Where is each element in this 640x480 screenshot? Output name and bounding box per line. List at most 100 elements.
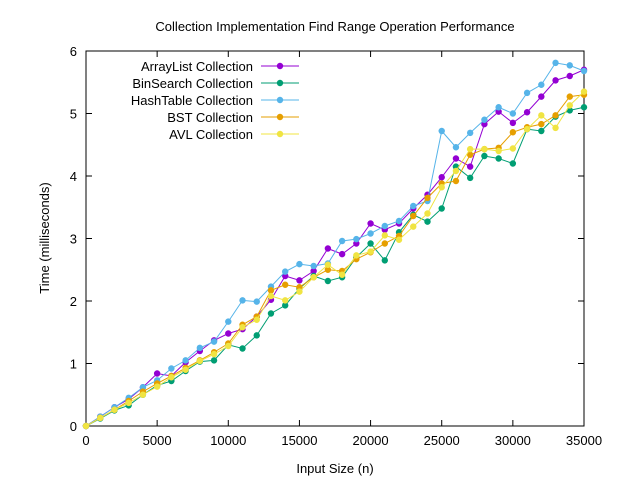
- data-point: [538, 127, 545, 135]
- data-point: [310, 262, 317, 270]
- data-point: [509, 129, 517, 136]
- series-group: [82, 59, 588, 430]
- data-point: [239, 345, 246, 352]
- data-point: [438, 205, 445, 212]
- data-point: [481, 145, 488, 153]
- data-point: [466, 129, 474, 137]
- data-point: [97, 414, 104, 422]
- chart-title: Collection Implementation Find Range Ope…: [155, 19, 514, 34]
- data-point: [438, 184, 445, 191]
- data-point: [225, 318, 232, 325]
- x-axis-label: Input Size (n): [296, 461, 373, 476]
- data-point: [509, 145, 517, 152]
- data-point: [196, 344, 204, 352]
- data-point: [424, 218, 431, 225]
- data-point: [538, 120, 545, 128]
- x-tick-label: 35000: [566, 433, 602, 448]
- data-point: [324, 245, 332, 252]
- x-tick-label: 20000: [352, 433, 388, 448]
- legend-swatch-marker: [276, 130, 284, 138]
- data-point: [566, 102, 573, 109]
- x-tick-label: 0: [82, 433, 89, 448]
- data-point: [424, 194, 431, 202]
- data-point: [225, 330, 232, 337]
- data-point: [381, 257, 388, 264]
- data-point: [523, 109, 531, 116]
- x-tick-label: 5000: [143, 433, 172, 448]
- data-point: [296, 284, 303, 291]
- data-point: [509, 110, 517, 117]
- data-point: [353, 240, 360, 247]
- data-point: [168, 365, 175, 372]
- data-point: [466, 174, 474, 182]
- data-point: [310, 267, 317, 275]
- data-point: [452, 155, 460, 162]
- axes: 0 5000 10000 15000 20000 25000 30000 35000 0 1 2 3 4…: [70, 44, 602, 448]
- data-point: [466, 151, 474, 158]
- legend-swatch-marker: [276, 113, 284, 121]
- data-point: [153, 383, 161, 390]
- data-point: [168, 374, 175, 381]
- y-tick-label: 2: [70, 294, 77, 309]
- data-point: [282, 272, 289, 280]
- data-point: [239, 297, 246, 304]
- data-point: [367, 220, 374, 227]
- data-point: [424, 210, 431, 217]
- data-point: [538, 81, 545, 88]
- data-point: [538, 112, 545, 119]
- data-point: [139, 384, 147, 391]
- data-point: [381, 240, 388, 247]
- series-0: [82, 66, 588, 430]
- data-point: [495, 104, 502, 111]
- data-point: [410, 202, 417, 210]
- y-tick-label: 1: [70, 357, 77, 372]
- y-axis-label: Time (milliseconds): [37, 182, 52, 293]
- data-point: [495, 155, 502, 162]
- x-tick-label: 15000: [281, 433, 317, 448]
- data-point: [552, 124, 559, 132]
- series-line: [85, 94, 585, 427]
- legend: ArrayList Collection BinSearch Collection…: [131, 59, 299, 142]
- data-point: [410, 223, 417, 230]
- data-point: [538, 93, 545, 100]
- data-point: [282, 268, 289, 275]
- legend-swatch-marker: [276, 96, 284, 104]
- legend-label: BinSearch Collection: [132, 76, 253, 91]
- data-point: [353, 235, 360, 243]
- data-point: [296, 260, 303, 268]
- data-point: [182, 366, 189, 373]
- legend-swatch-marker: [276, 62, 284, 70]
- data-point: [580, 104, 588, 111]
- data-point: [367, 248, 374, 255]
- data-point: [338, 271, 346, 278]
- data-point: [395, 236, 403, 243]
- data-point: [267, 292, 275, 300]
- legend-swatch-marker: [276, 79, 284, 87]
- data-point: [438, 174, 445, 181]
- data-point: [566, 72, 573, 80]
- data-point: [552, 59, 559, 67]
- data-point: [267, 287, 275, 294]
- data-point: [509, 160, 517, 167]
- data-point: [296, 288, 303, 295]
- data-point: [253, 332, 260, 339]
- data-point: [82, 422, 90, 430]
- data-point: [509, 119, 517, 127]
- data-point: [210, 350, 218, 358]
- data-point: [466, 163, 474, 170]
- data-point: [111, 406, 118, 413]
- data-point: [367, 230, 374, 237]
- data-point: [324, 277, 332, 285]
- data-point: [481, 152, 488, 160]
- y-tick-label: 5: [70, 107, 77, 122]
- data-point: [282, 281, 289, 288]
- legend-label: HashTable Collection: [131, 93, 253, 108]
- data-point: [381, 222, 388, 230]
- data-point: [338, 250, 346, 258]
- data-point: [296, 277, 303, 284]
- data-point: [182, 357, 189, 364]
- data-point: [239, 324, 246, 331]
- y-tick-label: 6: [70, 44, 77, 59]
- data-point: [452, 177, 460, 185]
